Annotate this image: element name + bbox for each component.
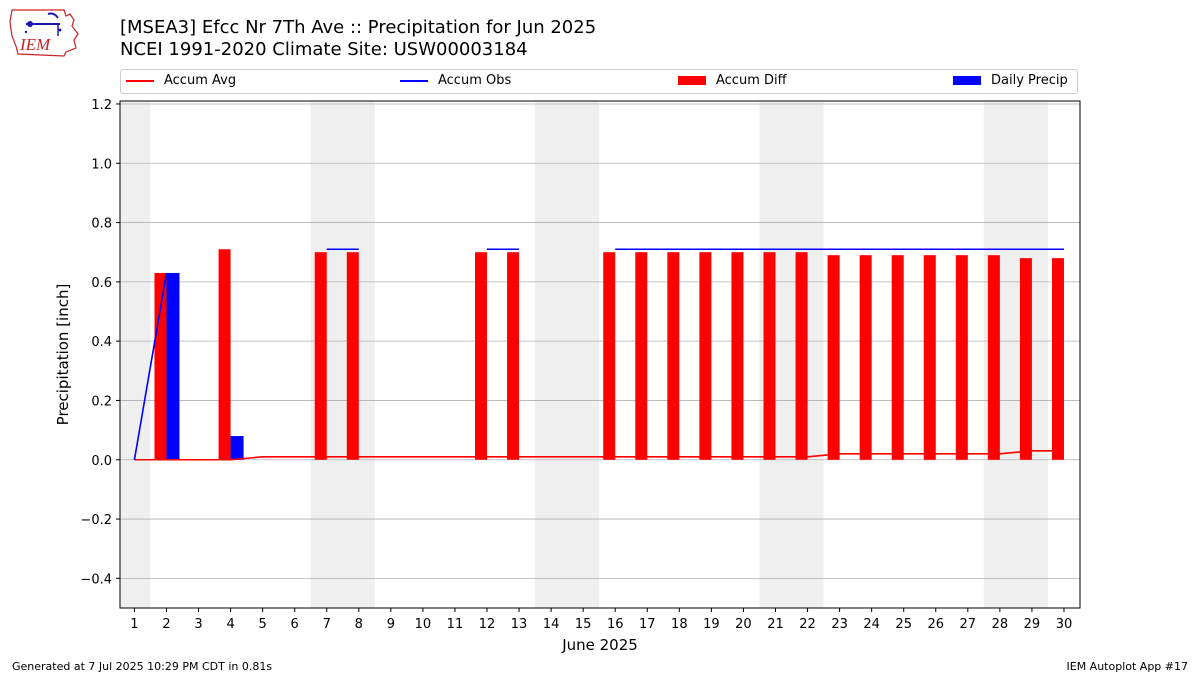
x-tick-label-29: 30 xyxy=(1056,617,1073,632)
accum-diff-bar-day-12 xyxy=(475,252,488,460)
legend-label-accum-obs: Accum Obs xyxy=(438,73,512,88)
y-axis-label: Precipitation [inch] xyxy=(54,284,72,426)
y-tick-label-0: −0.4 xyxy=(80,572,112,587)
legend-entry-accum-obs: Accum Obs xyxy=(400,73,511,88)
accum-diff-bar-day-28 xyxy=(987,255,1000,460)
x-tick-label-25: 26 xyxy=(927,617,944,632)
weekend-shading-layer xyxy=(120,101,1048,608)
accum-avg-line xyxy=(134,450,1064,461)
accum-diff-bar-day-20 xyxy=(731,252,744,460)
x-tick-label-19: 20 xyxy=(735,617,752,632)
logo-text: IEM xyxy=(19,35,51,54)
bar-layer xyxy=(154,249,1064,460)
x-tick-label-7: 8 xyxy=(355,617,363,632)
accum-diff-bar-day-27 xyxy=(955,255,968,460)
daily-precip-bar-day-2 xyxy=(166,272,180,460)
legend: Accum Avg Accum Obs Accum Diff Daily Pre… xyxy=(120,69,1078,94)
accum-diff-bar-day-22 xyxy=(795,252,808,460)
accum-diff-bar-day-29 xyxy=(1019,258,1032,460)
accum-obs-line-segment-0 xyxy=(133,272,168,460)
chart-title: [MSEA3] Efcc Nr 7Th Ave :: Precipitation… xyxy=(120,17,597,38)
legend-swatch-daily-precip xyxy=(953,76,981,85)
iem-logo: IEM xyxy=(9,9,79,57)
x-tick-label-15: 16 xyxy=(607,617,624,632)
x-tick-label-11: 12 xyxy=(479,617,496,632)
x-tick-label-18: 19 xyxy=(703,617,720,632)
x-tick-label-4: 5 xyxy=(258,617,266,632)
x-tick-label-10: 11 xyxy=(447,617,464,632)
y-tick-label-4: 0.4 xyxy=(91,335,112,350)
legend-swatch-accum-avg xyxy=(126,79,154,82)
x-tick-label-23: 24 xyxy=(863,617,880,632)
accum-diff-bar-day-21 xyxy=(763,252,776,460)
legend-entry-daily-precip: Daily Precip xyxy=(953,73,1068,88)
x-tick-label-3: 4 xyxy=(226,617,234,632)
x-tick-label-8: 9 xyxy=(387,617,395,632)
x-tick-label-24: 25 xyxy=(895,617,912,632)
weekend-band-0 xyxy=(120,101,151,608)
legend-swatch-accum-obs xyxy=(400,79,428,82)
y-tick-label-1: −0.2 xyxy=(80,513,112,528)
y-tick-label-7: 1.0 xyxy=(91,157,112,172)
axis-layer: −0.4−0.20.00.20.40.60.81.01.21 2 3 4 5 6 7 8 9 10… xyxy=(80,98,1072,632)
x-tick-label-0: 1 xyxy=(130,617,138,632)
accum-diff-bar-day-17 xyxy=(635,252,648,460)
accum-diff-bar-day-2 xyxy=(154,272,167,460)
y-tick-label-2: 0.0 xyxy=(91,454,112,469)
weekend-band-2 xyxy=(535,101,600,608)
plot-frame xyxy=(119,100,1081,609)
accum-diff-bar-day-23 xyxy=(827,255,840,460)
x-axis-label: June 2025 xyxy=(561,636,638,654)
footer-generated: Generated at 7 Jul 2025 10:29 PM CDT in … xyxy=(12,660,273,673)
x-tick-label-22: 23 xyxy=(831,617,848,632)
accum-diff-bar-day-16 xyxy=(603,252,616,460)
legend-swatch-accum-diff xyxy=(678,76,706,85)
y-tick-label-3: 0.2 xyxy=(91,394,112,409)
accum-diff-bar-day-13 xyxy=(507,252,520,460)
accum-diff-bar-day-18 xyxy=(667,252,680,460)
x-tick-label-1: 2 xyxy=(162,617,170,632)
footer-app: IEM Autoplot App #17 xyxy=(1066,660,1189,673)
x-tick-label-6: 7 xyxy=(323,617,331,632)
x-tick-label-27: 28 xyxy=(992,617,1009,632)
accum-diff-bar-day-30 xyxy=(1051,258,1064,460)
legend-entry-accum-diff: Accum Diff xyxy=(678,73,787,88)
legend-label-accum-avg: Accum Avg xyxy=(164,73,237,88)
legend-label-accum-diff: Accum Diff xyxy=(716,73,787,88)
accum-diff-bar-day-24 xyxy=(859,255,872,460)
accum-diff-bar-day-4 xyxy=(218,249,231,460)
grid-layer xyxy=(120,103,1080,579)
x-tick-label-26: 27 xyxy=(960,617,977,632)
daily-precip-bar-day-4 xyxy=(230,436,244,460)
x-tick-label-13: 14 xyxy=(543,617,560,632)
legend-entry-accum-avg: Accum Avg xyxy=(126,73,236,88)
y-tick-label-6: 0.8 xyxy=(91,217,112,232)
legend-label-daily-precip: Daily Precip xyxy=(991,73,1068,88)
y-tick-label-5: 0.6 xyxy=(91,276,112,291)
x-tick-label-14: 15 xyxy=(575,617,592,632)
x-tick-label-9: 10 xyxy=(415,617,432,632)
y-tick-label-8: 1.2 xyxy=(91,98,112,113)
x-tick-label-5: 6 xyxy=(291,617,299,632)
x-tick-label-12: 13 xyxy=(511,617,528,632)
line-layer xyxy=(133,248,1064,461)
x-tick-label-16: 17 xyxy=(639,617,656,632)
accum-diff-bar-day-8 xyxy=(346,252,359,460)
chart-subtitle: NCEI 1991-2020 Climate Site: USW00003184 xyxy=(120,39,528,60)
accum-diff-bar-day-7 xyxy=(314,252,327,460)
x-tick-label-2: 3 xyxy=(194,617,202,632)
x-tick-label-20: 21 xyxy=(767,617,784,632)
x-tick-label-28: 29 xyxy=(1024,617,1041,632)
accum-diff-bar-day-19 xyxy=(699,252,712,460)
x-tick-label-21: 22 xyxy=(799,617,816,632)
accum-diff-bar-day-25 xyxy=(891,255,904,460)
x-tick-label-17: 18 xyxy=(671,617,688,632)
accum-diff-bar-day-26 xyxy=(923,255,936,460)
